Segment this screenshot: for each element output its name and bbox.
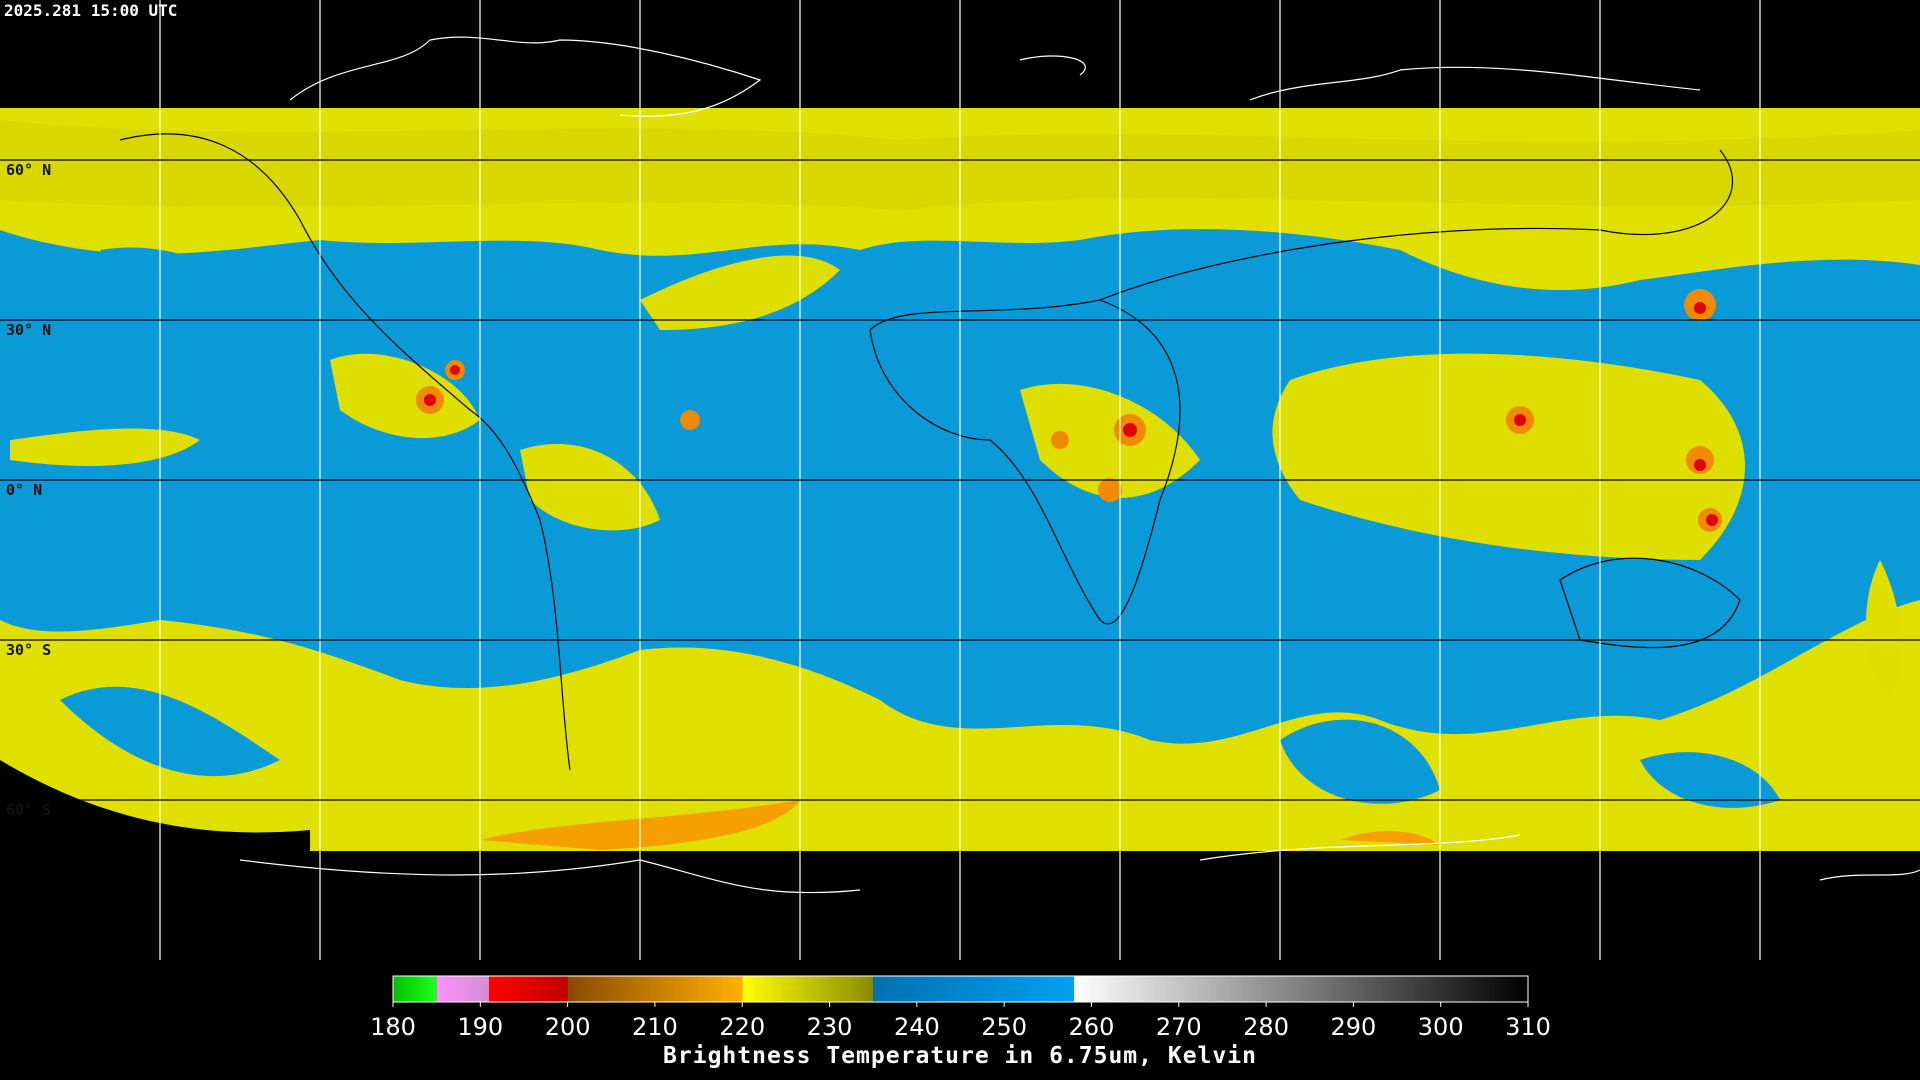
latitude-label: 0° N xyxy=(6,481,42,499)
colorbar-tick-label: 300 xyxy=(1418,1013,1464,1041)
colorbar-tick-label: 260 xyxy=(1069,1013,1115,1041)
colorbar-tick-label: 230 xyxy=(807,1013,853,1041)
latitude-label: 60° N xyxy=(6,161,51,179)
colorbar-tick-label: 290 xyxy=(1330,1013,1376,1041)
timestamp: 2025.281 15:00 UTC xyxy=(4,1,177,20)
colorbar-segment xyxy=(567,976,743,1002)
colorbar-title: Brightness Temperature in 6.75um, Kelvin xyxy=(663,1043,1257,1069)
colorbar-tick-label: 270 xyxy=(1156,1013,1202,1041)
colorbar-tick-label: 190 xyxy=(457,1013,503,1041)
colorbar-tick-label: 240 xyxy=(894,1013,940,1041)
colorbar-tick-label: 200 xyxy=(545,1013,591,1041)
moist-patch xyxy=(60,247,1780,808)
polar-cold xyxy=(480,800,1440,850)
no-data xyxy=(0,760,310,851)
colorbar-segment xyxy=(742,976,874,1002)
continent-coast xyxy=(119,133,1741,771)
colorbar-tick-label: 280 xyxy=(1243,1013,1289,1041)
colorbar-tick-label: 220 xyxy=(719,1013,765,1041)
colorbar-segment xyxy=(393,976,437,1002)
latitude-label: 60° S xyxy=(6,801,51,819)
coastlines xyxy=(119,36,1920,894)
colorbar-tick-label: 180 xyxy=(370,1013,416,1041)
polar-coast xyxy=(239,36,1920,894)
colorbar-segment xyxy=(1074,976,1528,1002)
coldest-tops xyxy=(424,302,1718,526)
colorbar-frame xyxy=(392,975,1529,1003)
latitude-label: 30° N xyxy=(6,321,51,339)
colorbar-segment xyxy=(489,976,568,1002)
colorbar-tick-label: 310 xyxy=(1505,1013,1551,1041)
latitude-label: 30° S xyxy=(6,641,51,659)
colorbar: 180 190 200 210 220 230 240 250 260 270 280 290 300 3… xyxy=(370,975,1551,1041)
colorbar-tick-label: 250 xyxy=(981,1013,1027,1041)
colorbar-tick-label: 210 xyxy=(632,1013,678,1041)
colorbar-segment xyxy=(436,976,490,1002)
colorbar-segment xyxy=(873,976,1074,1002)
convective-cloud xyxy=(10,255,1901,701)
graticule: 60° N 30° N 0° N 30° S 60° S xyxy=(0,0,1920,960)
